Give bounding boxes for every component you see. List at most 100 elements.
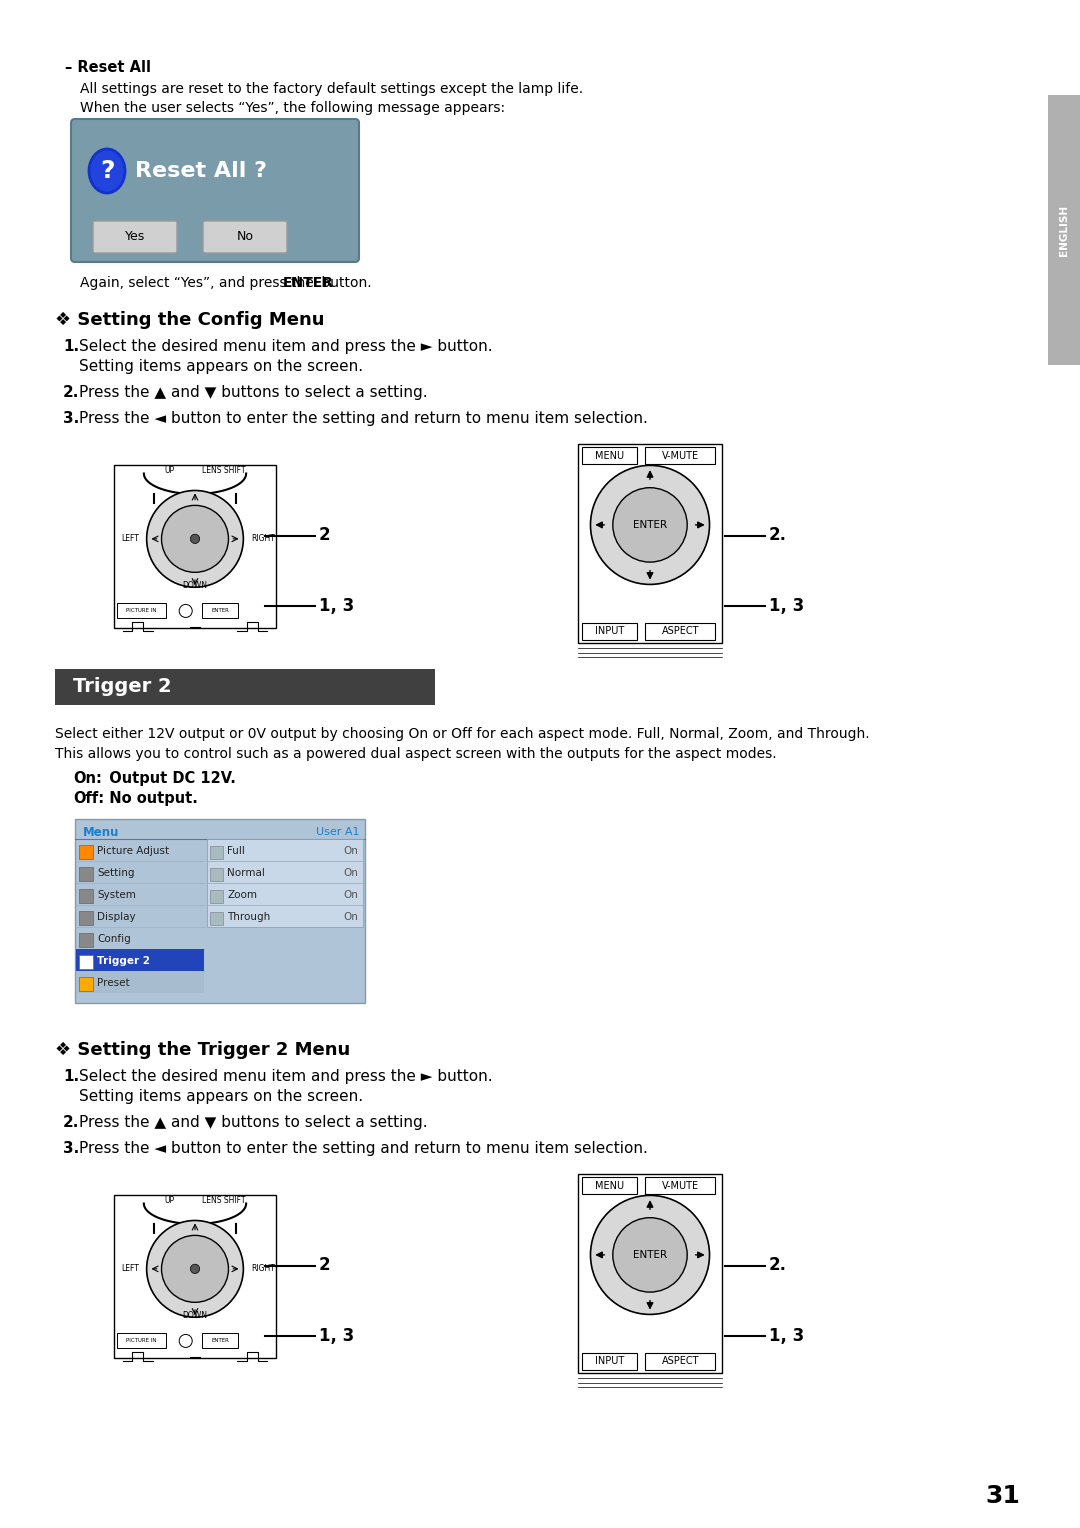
Bar — [76, 949, 204, 970]
Text: ENTER: ENTER — [633, 520, 667, 530]
Text: 1.: 1. — [63, 1070, 79, 1083]
Text: LENS SHIFT: LENS SHIFT — [202, 466, 246, 475]
FancyBboxPatch shape — [71, 119, 359, 261]
Text: Trigger 2: Trigger 2 — [97, 957, 150, 966]
Text: V-MUTE: V-MUTE — [662, 451, 699, 460]
Text: ?: ? — [99, 159, 114, 183]
Text: 1, 3: 1, 3 — [319, 596, 354, 614]
Text: Setting items appears on the screen.: Setting items appears on the screen. — [79, 359, 363, 374]
Text: Zoom: Zoom — [227, 889, 257, 900]
Bar — [113, 1195, 276, 1358]
Text: 3.: 3. — [63, 411, 79, 426]
Bar — [113, 466, 276, 628]
Text: Preset: Preset — [97, 978, 130, 989]
Text: Reset All ?: Reset All ? — [135, 160, 267, 180]
Bar — [202, 1334, 238, 1348]
Text: UP: UP — [164, 1196, 174, 1206]
Circle shape — [190, 1264, 200, 1273]
Text: Press the ◄ button to enter the setting and return to menu item selection.: Press the ◄ button to enter the setting … — [79, 411, 648, 426]
Bar — [645, 623, 715, 640]
Bar — [79, 866, 93, 882]
Text: Setting: Setting — [97, 868, 135, 879]
Bar — [79, 911, 93, 924]
Text: System: System — [97, 889, 136, 900]
Text: 2.: 2. — [63, 1115, 79, 1131]
Text: On: On — [343, 847, 357, 856]
Text: V-MUTE: V-MUTE — [662, 1181, 699, 1190]
Ellipse shape — [89, 150, 125, 193]
Bar — [582, 623, 637, 640]
Bar — [582, 1177, 637, 1193]
Text: ❖ Setting the Trigger 2 Menu: ❖ Setting the Trigger 2 Menu — [55, 1041, 350, 1059]
Text: 2.: 2. — [63, 385, 79, 400]
Text: This allows you to control such as a powered dual aspect screen with the outputs: This allows you to control such as a pow… — [55, 747, 777, 761]
Bar — [76, 970, 204, 993]
Text: Through: Through — [227, 912, 270, 921]
Bar — [210, 889, 222, 903]
Circle shape — [147, 490, 243, 587]
Text: RIGHT: RIGHT — [251, 535, 274, 544]
Bar — [578, 443, 723, 643]
Text: – Reset All: – Reset All — [65, 60, 151, 75]
Text: On: On — [343, 889, 357, 900]
Text: ENTER: ENTER — [633, 1250, 667, 1261]
Text: Yes: Yes — [125, 231, 145, 243]
Ellipse shape — [591, 466, 710, 584]
Text: MENU: MENU — [595, 451, 624, 460]
Text: No: No — [237, 231, 254, 243]
Text: RIGHT: RIGHT — [251, 1264, 274, 1273]
Text: Setting items appears on the screen.: Setting items appears on the screen. — [79, 1089, 363, 1105]
Bar — [79, 934, 93, 947]
Text: 1, 3: 1, 3 — [769, 1326, 805, 1345]
Text: Select either 12V output or 0V output by choosing On or Off for each aspect mode: Select either 12V output or 0V output by… — [55, 727, 869, 741]
Text: When the user selects “Yes”, the following message appears:: When the user selects “Yes”, the followi… — [80, 101, 505, 115]
Text: Off:: Off: — [73, 792, 104, 805]
Ellipse shape — [591, 1195, 710, 1314]
Text: 2: 2 — [319, 1256, 330, 1274]
Text: DOWN: DOWN — [183, 1311, 207, 1320]
Bar — [582, 1352, 637, 1369]
Bar — [210, 912, 222, 924]
Bar — [202, 604, 238, 619]
Text: 3.: 3. — [63, 1141, 79, 1157]
Bar — [79, 845, 93, 859]
Text: Display: Display — [97, 912, 136, 921]
Text: ASPECT: ASPECT — [661, 1357, 699, 1366]
Text: Picture Adjust: Picture Adjust — [97, 847, 170, 856]
Text: ❖ Setting the Config Menu: ❖ Setting the Config Menu — [55, 312, 324, 329]
Text: 31: 31 — [985, 1484, 1020, 1508]
Circle shape — [179, 1334, 192, 1348]
Text: MENU: MENU — [595, 1181, 624, 1190]
Bar — [582, 448, 637, 465]
Text: All settings are reset to the factory default settings except the lamp life.: All settings are reset to the factory de… — [80, 83, 583, 96]
Circle shape — [190, 535, 200, 544]
Text: INPUT: INPUT — [595, 626, 624, 636]
Text: On:: On: — [73, 772, 102, 785]
Text: DOWN: DOWN — [183, 581, 207, 590]
Text: 2.: 2. — [769, 527, 787, 544]
Text: 2: 2 — [319, 527, 330, 544]
Text: Menu: Menu — [83, 825, 120, 839]
Text: 1, 3: 1, 3 — [319, 1326, 354, 1345]
Text: INPUT: INPUT — [595, 1357, 624, 1366]
Text: Output DC 12V.: Output DC 12V. — [99, 772, 235, 785]
Text: UP: UP — [164, 466, 174, 475]
Text: ENTER: ENTER — [212, 608, 229, 613]
Text: On: On — [343, 868, 357, 879]
Bar — [210, 847, 222, 859]
Text: Press the ▲ and ▼ buttons to select a setting.: Press the ▲ and ▼ buttons to select a se… — [79, 1115, 428, 1131]
Bar — [578, 1174, 723, 1374]
Text: 1.: 1. — [63, 339, 79, 354]
Text: LENS SHIFT: LENS SHIFT — [202, 1196, 246, 1206]
Text: PICTURE IN: PICTURE IN — [126, 608, 157, 613]
Bar — [645, 1177, 715, 1193]
Bar — [210, 868, 222, 882]
Text: Select the desired menu item and press the ► button.: Select the desired menu item and press t… — [79, 1070, 492, 1083]
Bar — [207, 839, 363, 927]
FancyBboxPatch shape — [203, 222, 287, 254]
Circle shape — [162, 506, 229, 573]
Bar — [55, 669, 435, 704]
Text: User A1: User A1 — [315, 827, 359, 837]
Text: Press the ◄ button to enter the setting and return to menu item selection.: Press the ◄ button to enter the setting … — [79, 1141, 648, 1157]
Bar — [645, 448, 715, 465]
